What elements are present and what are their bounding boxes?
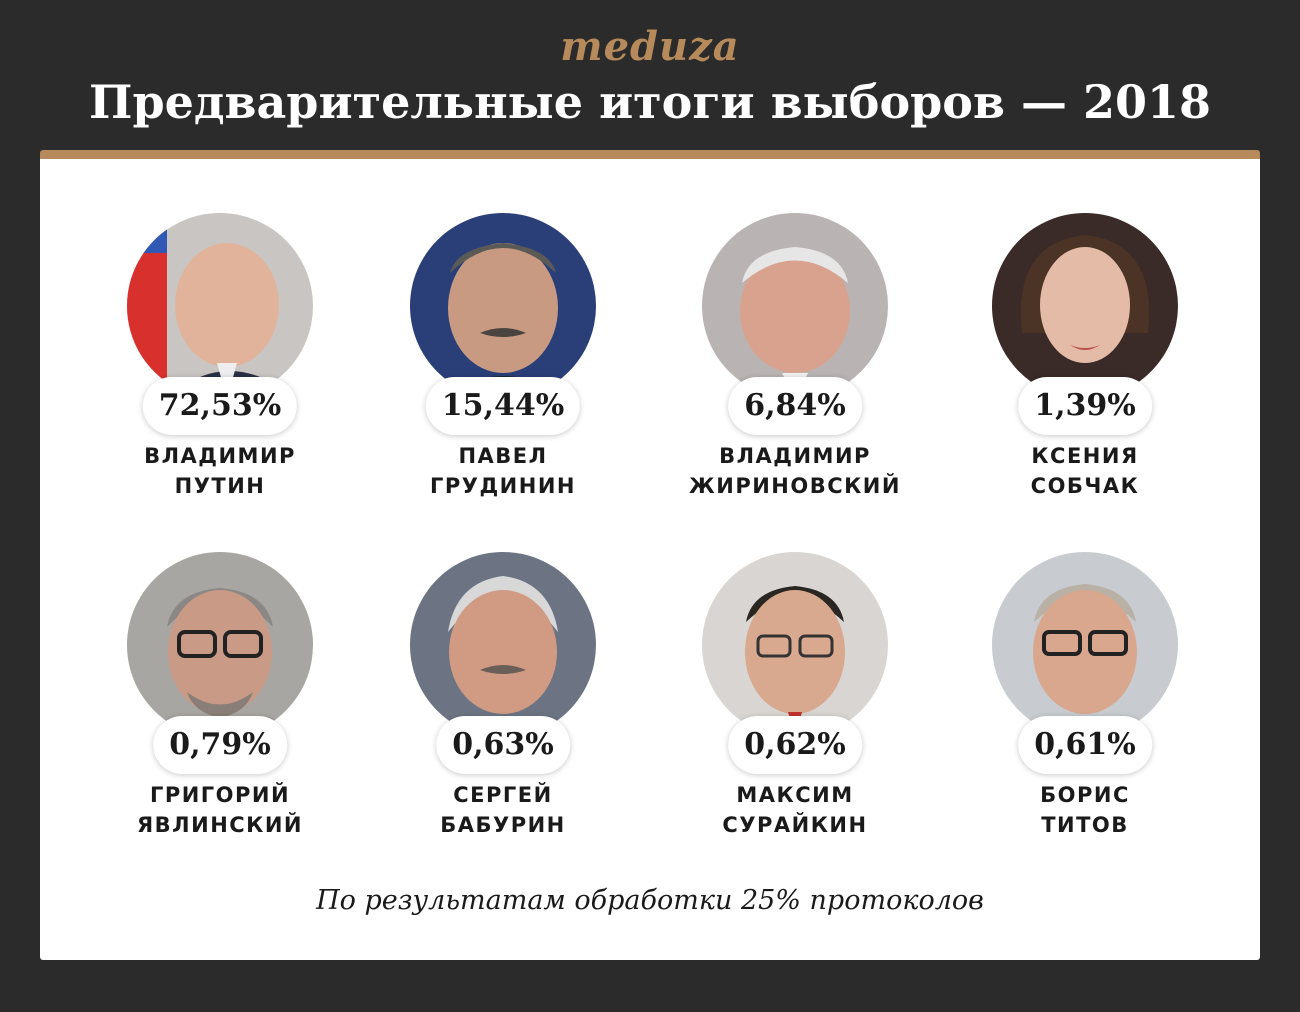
candidate-photo xyxy=(410,213,596,399)
candidate-card: 0,79% ГРИГОРИЙ ЯВЛИНСКИЙ xyxy=(100,552,340,852)
candidate-photo xyxy=(410,552,596,738)
candidate-photo xyxy=(127,552,313,738)
candidate-card: 0,61% БОРИС ТИТОВ xyxy=(965,552,1205,852)
candidate-card: 72,53% ВЛАДИМИР ПУТИН xyxy=(100,213,340,513)
last-name: БАБУРИН xyxy=(440,813,566,837)
candidate-name: МАКСИМ СУРАЙКИН xyxy=(655,780,935,840)
percent-badge: 0,61% xyxy=(1018,716,1152,774)
candidate-card: 15,44% ПАВЕЛ ГРУДИНИН xyxy=(383,213,623,513)
candidate-card: 0,62% МАКСИМ СУРАЙКИН xyxy=(675,552,915,852)
last-name: ТИТОВ xyxy=(1041,813,1129,837)
last-name: ГРУДИНИН xyxy=(430,474,576,498)
candidate-name: КСЕНИЯ СОБЧАК xyxy=(945,441,1225,501)
candidate-name: СЕРГЕЙ БАБУРИН xyxy=(363,780,643,840)
candidate-name: ВЛАДИМИР ЖИРИНОВСКИЙ xyxy=(655,441,935,501)
candidate-card: 0,63% СЕРГЕЙ БАБУРИН xyxy=(383,552,623,852)
percent-badge: 72,53% xyxy=(142,377,298,435)
percent-badge: 0,63% xyxy=(436,716,570,774)
candidate-name: БОРИС ТИТОВ xyxy=(945,780,1225,840)
last-name: ПУТИН xyxy=(174,474,266,498)
percent-badge: 0,79% xyxy=(153,716,287,774)
candidate-card: 6,84% ВЛАДИМИР ЖИРИНОВСКИЙ xyxy=(675,213,915,513)
last-name: СУРАЙКИН xyxy=(722,813,868,837)
candidate-name: ПАВЕЛ ГРУДИНИН xyxy=(363,441,643,501)
first-name: ПАВЕЛ xyxy=(458,444,548,468)
percent-badge: 0,62% xyxy=(728,716,862,774)
percent-badge: 6,84% xyxy=(728,377,862,435)
candidate-photo xyxy=(702,552,888,738)
last-name: ЖИРИНОВСКИЙ xyxy=(689,474,901,498)
candidate-photo xyxy=(992,552,1178,738)
page-title: Предварительные итоги выборов — 2018 xyxy=(89,75,1211,129)
first-name: ГРИГОРИЙ xyxy=(149,783,291,807)
results-card: 72,53% ВЛАДИМИР ПУТИН 15,44% ПАВЕЛ ГРУДИ… xyxy=(40,150,1260,960)
last-name: СОБЧАК xyxy=(1030,474,1140,498)
meduza-logo: meduza xyxy=(560,23,740,70)
first-name: КСЕНИЯ xyxy=(1031,444,1139,468)
candidate-name: ГРИГОРИЙ ЯВЛИНСКИЙ xyxy=(80,780,360,840)
candidate-card: 1,39% КСЕНИЯ СОБЧАК xyxy=(965,213,1205,513)
candidate-photo xyxy=(127,213,313,399)
percent-badge: 15,44% xyxy=(425,377,581,435)
percent-badge: 1,39% xyxy=(1018,377,1152,435)
footnote: По результатам обработки 25% протоколов xyxy=(316,885,984,916)
last-name: ЯВЛИНСКИЙ xyxy=(137,813,303,837)
first-name: МАКСИМ xyxy=(736,783,854,807)
first-name: ВЛАДИМИР xyxy=(719,444,871,468)
first-name: ВЛАДИМИР xyxy=(144,444,296,468)
candidate-photo xyxy=(992,213,1178,399)
candidate-photo xyxy=(702,213,888,399)
first-name: БОРИС xyxy=(1040,783,1130,807)
candidate-name: ВЛАДИМИР ПУТИН xyxy=(80,441,360,501)
first-name: СЕРГЕЙ xyxy=(453,783,553,807)
